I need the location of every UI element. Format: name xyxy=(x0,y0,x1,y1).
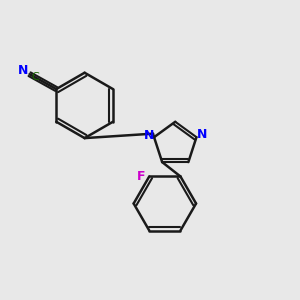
Text: N: N xyxy=(196,128,207,141)
Text: N: N xyxy=(18,64,28,77)
Text: C: C xyxy=(31,72,39,82)
Text: N: N xyxy=(143,129,154,142)
Text: F: F xyxy=(137,170,145,183)
